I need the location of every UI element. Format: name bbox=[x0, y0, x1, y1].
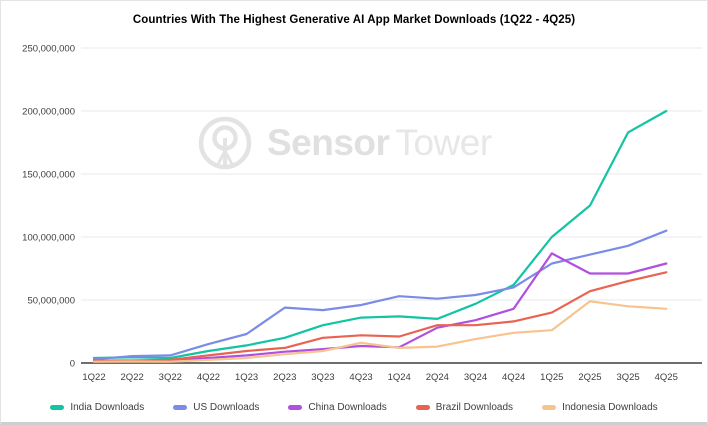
y-tick-label: 200,000,000 bbox=[22, 107, 75, 118]
chart-title: Countries With The Highest Generative AI… bbox=[132, 14, 576, 26]
y-tick-label: 150,000,000 bbox=[22, 170, 75, 181]
y-tick-label: 100,000,000 bbox=[22, 233, 75, 244]
legend-label: China Downloads bbox=[308, 402, 387, 413]
y-tick-label: 50,000,000 bbox=[27, 296, 75, 307]
x-tick-label-3Q22: 3Q22 bbox=[159, 372, 182, 383]
x-tick-label-4Q23: 4Q23 bbox=[349, 372, 372, 383]
legend-swatch-brazil-downloads bbox=[415, 405, 430, 410]
legend-item-brazil-downloads[interactable]: Brazil Downloads bbox=[415, 402, 514, 413]
y-tick-label: 0 bbox=[70, 359, 75, 370]
legend-item-china-downloads[interactable]: China Downloads bbox=[288, 402, 387, 413]
x-tick-label-3Q23: 3Q23 bbox=[311, 372, 334, 383]
x-tick-label-1Q22: 1Q22 bbox=[82, 372, 105, 383]
x-tick-label-1Q24: 1Q24 bbox=[388, 372, 411, 383]
legend-label: India Downloads bbox=[70, 402, 145, 413]
series-line-us-downloads bbox=[92, 229, 668, 361]
series-line-indonesia-downloads bbox=[92, 300, 668, 363]
x-tick-label-2Q24: 2Q24 bbox=[426, 372, 449, 383]
legend-swatch-china-downloads bbox=[288, 405, 303, 410]
x-tick-label-3Q24: 3Q24 bbox=[464, 372, 487, 383]
series-line-india-downloads bbox=[92, 109, 668, 360]
legend-label: US Downloads bbox=[193, 402, 260, 413]
legend-label: Indonesia Downloads bbox=[562, 402, 658, 413]
x-tick-label-4Q25: 4Q25 bbox=[655, 372, 678, 383]
legend-item-indonesia-downloads[interactable]: Indonesia Downloads bbox=[542, 402, 658, 413]
y-tick-label: 250,000,000 bbox=[22, 44, 75, 55]
legend-label: Brazil Downloads bbox=[435, 402, 514, 413]
x-tick-label-1Q23: 1Q23 bbox=[235, 372, 258, 383]
x-tick-label-1Q25: 1Q25 bbox=[540, 372, 563, 383]
legend-item-india-downloads[interactable]: India Downloads bbox=[50, 402, 144, 413]
legend-item-us-downloads[interactable]: US Downloads bbox=[173, 402, 259, 413]
x-tick-label-4Q22: 4Q22 bbox=[197, 372, 220, 383]
series-line-brazil-downloads bbox=[92, 271, 668, 362]
x-tick-label-3Q25: 3Q25 bbox=[616, 372, 639, 383]
legend-swatch-indonesia-downloads bbox=[542, 405, 557, 410]
x-tick-label-2Q23: 2Q23 bbox=[273, 372, 296, 383]
chart-legend: India Downloads US Downloads China Downloa… bbox=[1, 402, 707, 413]
x-tick-label-4Q24: 4Q24 bbox=[502, 372, 525, 383]
x-tick-label-2Q22: 2Q22 bbox=[121, 372, 144, 383]
legend-swatch-us-downloads bbox=[173, 405, 188, 410]
legend-swatch-india-downloads bbox=[50, 405, 65, 410]
x-tick-label-2Q25: 2Q25 bbox=[578, 372, 601, 383]
series-line-china-downloads bbox=[92, 252, 668, 363]
